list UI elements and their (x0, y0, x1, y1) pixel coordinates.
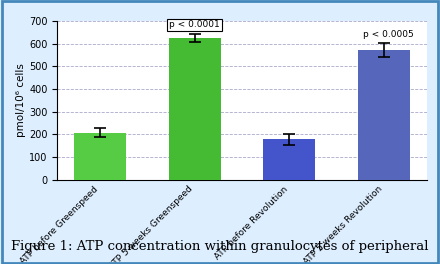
Text: p < 0.0005: p < 0.0005 (363, 30, 414, 39)
Text: Figure 1: ATP concentration within granulocytes of peripheral: Figure 1: ATP concentration within granu… (11, 241, 429, 253)
Bar (74, 133, 126, 180)
Bar (263, 139, 315, 180)
Y-axis label: pmol/10⁶ cells: pmol/10⁶ cells (16, 63, 26, 137)
Bar (169, 38, 221, 180)
Text: p < 0.0001: p < 0.0001 (169, 21, 220, 30)
Bar (358, 50, 410, 180)
